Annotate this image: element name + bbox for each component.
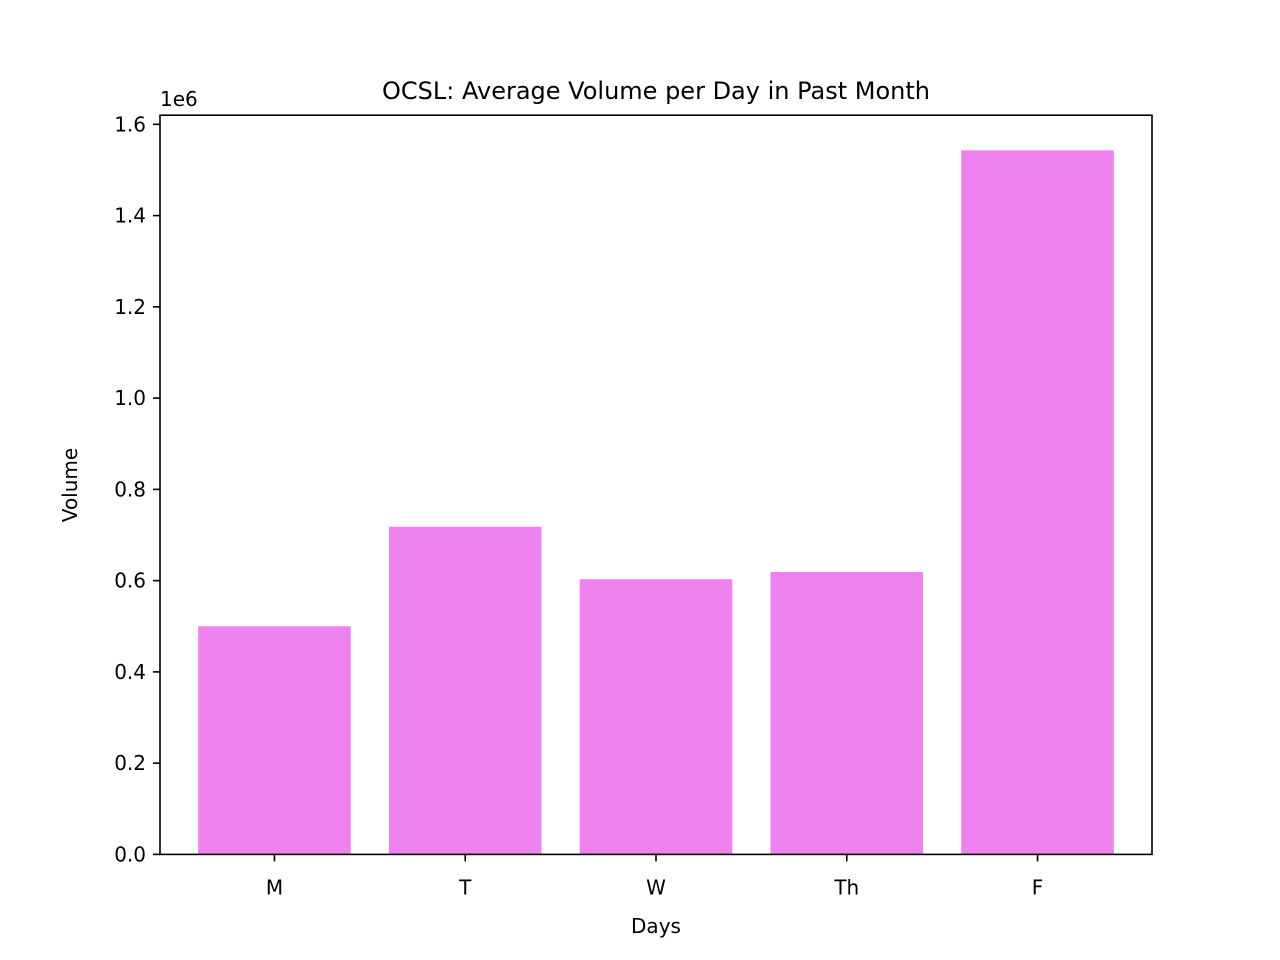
bars-group [198,150,1114,855]
y-axis-label: Volume [58,448,82,522]
bar-t [388,526,542,855]
y-tick-label: 0.4 [114,660,146,684]
y-tick-label: 0.8 [114,477,146,501]
y-tick-label: 1.2 [114,295,146,319]
y-axis-offset-label: 1e6 [160,87,198,111]
x-axis-label: Days [631,914,681,938]
y-tick-label: 1.6 [114,112,146,136]
y-tick-label: 1.0 [114,386,146,410]
x-tick-label: F [1032,875,1044,899]
y-axis-ticks: 0.0 0.2 0.4 0.6 0.8 1.0 1.2 1.4 1.6 [114,112,160,866]
y-tick-label: 1.4 [114,204,146,228]
x-axis-ticks: M T W Th F [266,854,1043,899]
x-tick-label: W [646,875,666,899]
bar-th [770,571,924,855]
bar-f [961,150,1114,855]
x-tick-label: M [266,875,283,899]
x-tick-label: T [458,875,472,899]
y-tick-label: 0.2 [114,751,146,775]
y-tick-label: 0.6 [114,569,146,593]
y-tick-label: 0.0 [114,842,146,866]
x-tick-label: Th [833,875,859,899]
bar-w [579,579,733,855]
bar-m [198,626,351,855]
chart-title: OCSL: Average Volume per Day in Past Mon… [382,77,930,105]
